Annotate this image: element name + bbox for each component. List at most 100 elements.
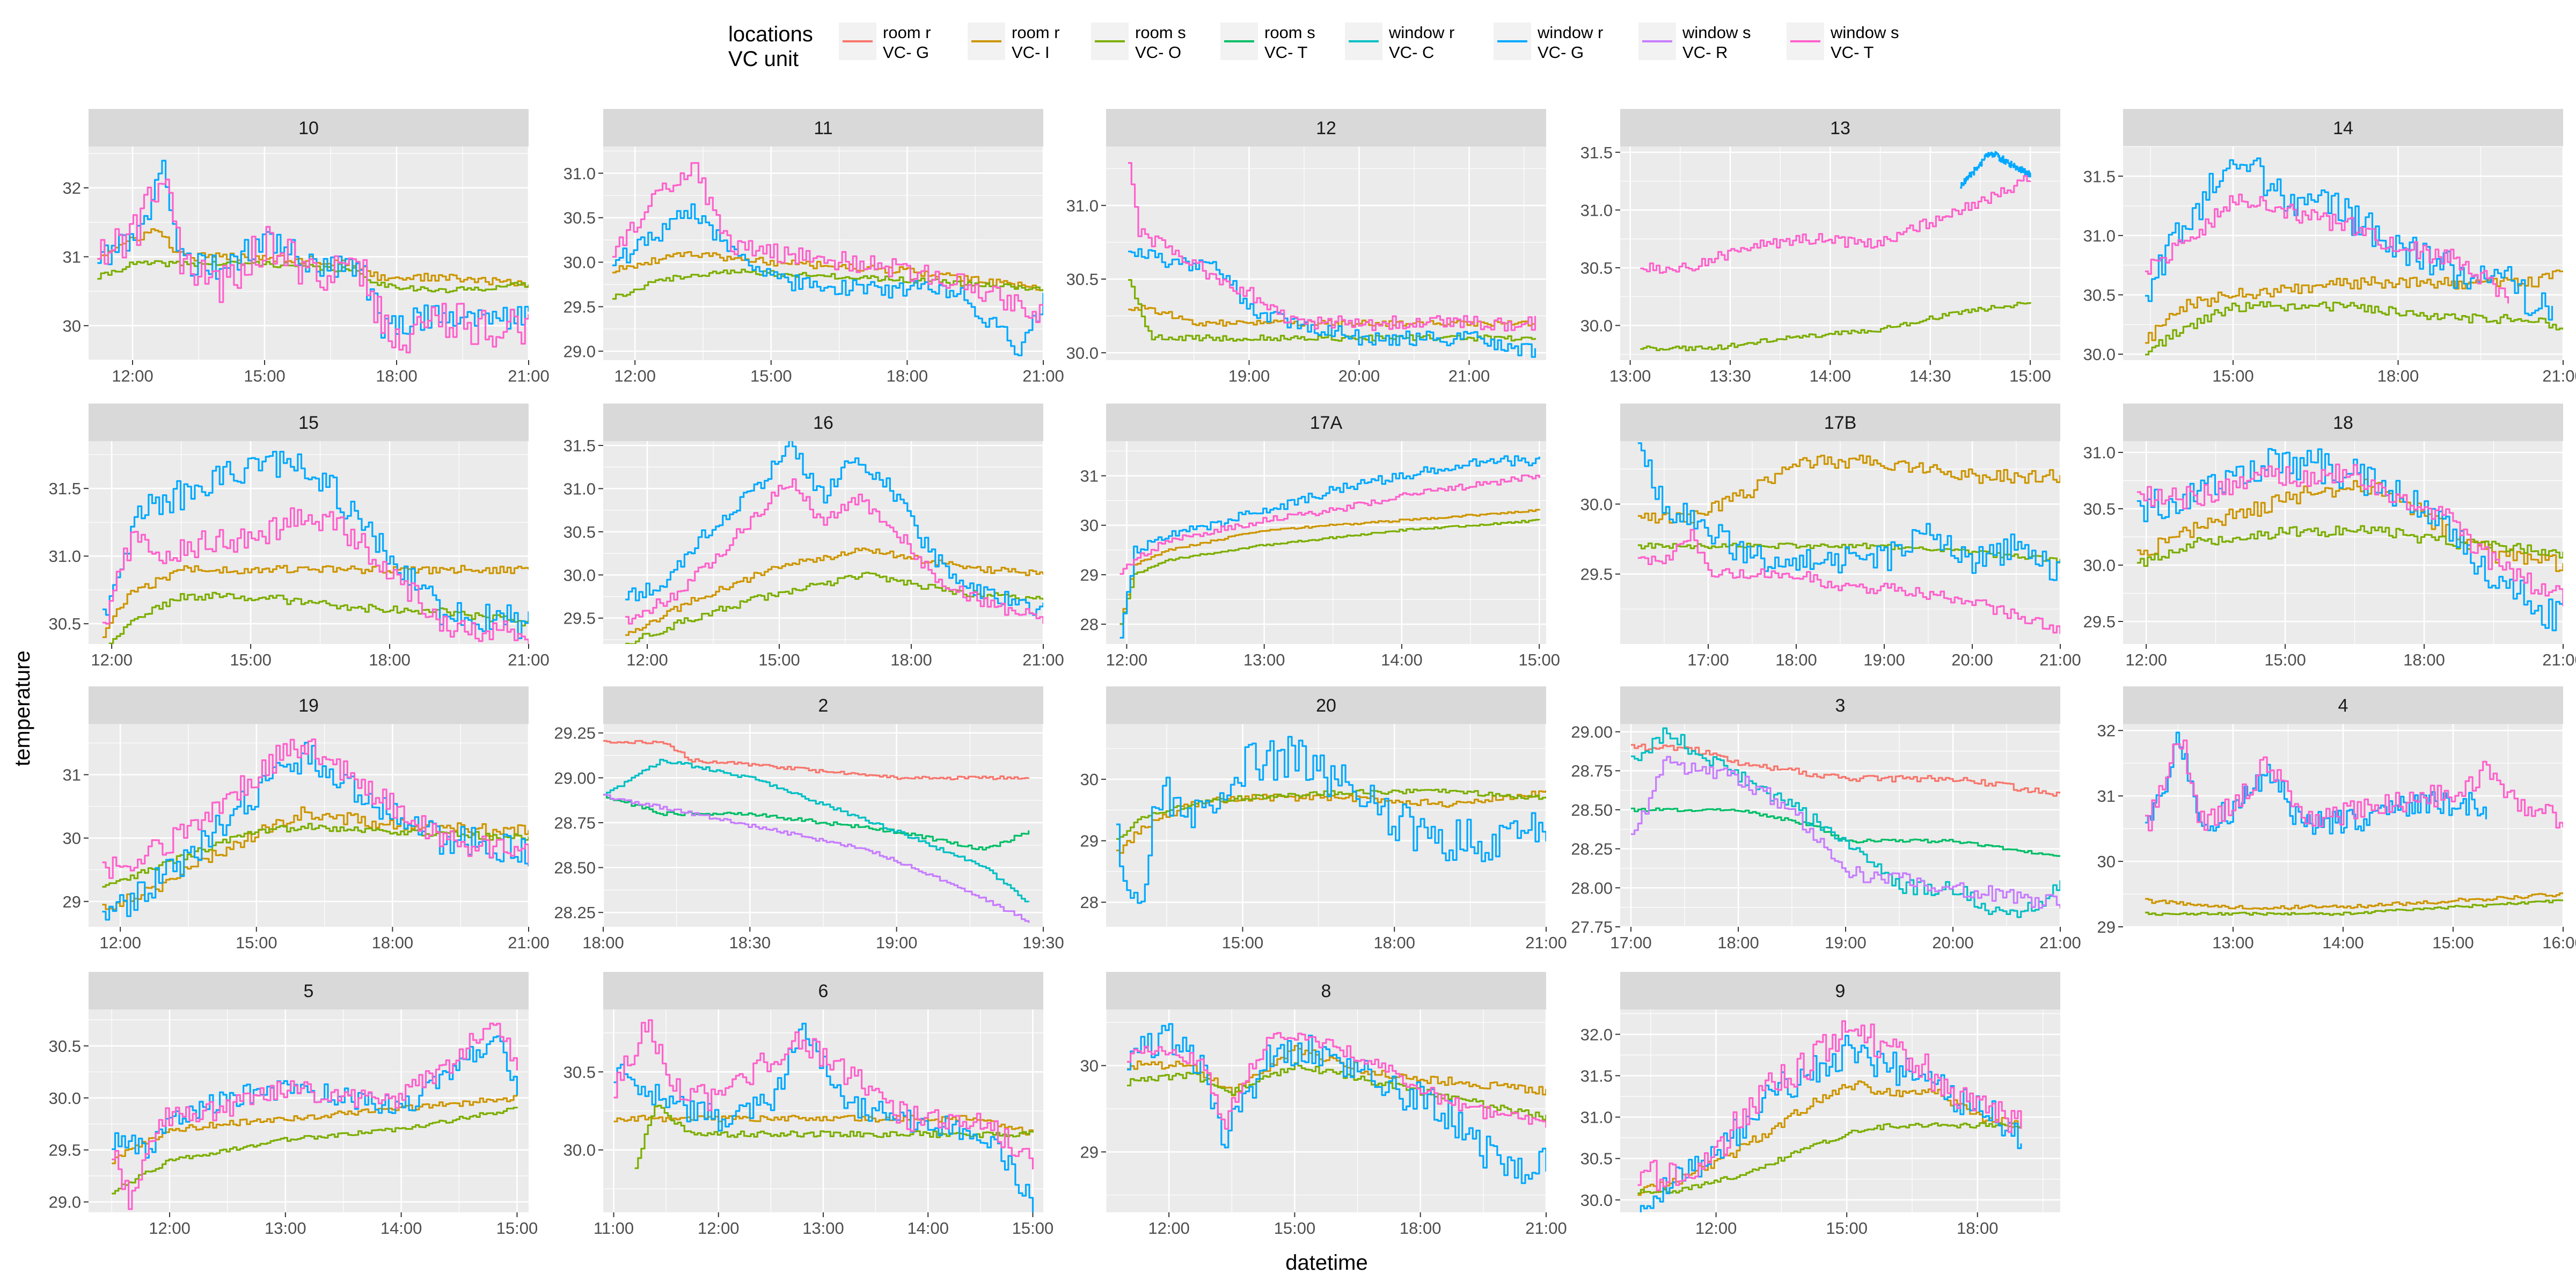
series-line bbox=[1116, 736, 1546, 904]
facet-title: 15 bbox=[298, 413, 319, 433]
series-line bbox=[2145, 892, 2563, 910]
y-tick-label: 29.00 bbox=[554, 769, 596, 787]
y-tick-label: 29 bbox=[1080, 1143, 1099, 1161]
x-tick-label: 14:00 bbox=[1381, 650, 1423, 669]
series-line bbox=[2145, 157, 2553, 321]
facet-strip bbox=[1620, 972, 2060, 1009]
series-line bbox=[1631, 756, 2060, 909]
series-line bbox=[2136, 463, 2563, 606]
x-tick-label: 18:00 bbox=[582, 933, 624, 952]
x-tick-label: 14:00 bbox=[380, 1219, 422, 1238]
x-tick-label: 18:00 bbox=[1775, 650, 1817, 669]
y-tick-label: 31.5 bbox=[49, 479, 81, 498]
y-tick-label: 30.5 bbox=[2083, 500, 2116, 518]
series-line bbox=[1637, 454, 2060, 524]
y-tick-label: 31.5 bbox=[1580, 143, 1613, 162]
gridlines bbox=[1620, 724, 2061, 928]
y-tick-label: 30 bbox=[1080, 770, 1099, 789]
series-line bbox=[102, 565, 529, 639]
facet-title: 14 bbox=[2333, 118, 2353, 138]
x-tick-label: 12:00 bbox=[626, 650, 668, 669]
facet-strip bbox=[89, 404, 529, 441]
y-tick-label: 30.0 bbox=[564, 566, 596, 584]
series-group bbox=[1637, 442, 2060, 634]
x-tick-label: 12:00 bbox=[149, 1219, 191, 1238]
series-line bbox=[1640, 175, 2031, 274]
legend-label: window r VC- G bbox=[1537, 23, 1603, 62]
y-tick-label: 31 bbox=[1080, 467, 1099, 486]
x-tick-label: 21:00 bbox=[508, 367, 550, 385]
x-tick-label: 12:00 bbox=[99, 933, 141, 952]
x-tick-label: 21:00 bbox=[1525, 1219, 1567, 1238]
x-tick-label: 15:00 bbox=[758, 650, 800, 669]
series-group bbox=[625, 441, 1043, 644]
y-tick-label: 31.0 bbox=[1066, 196, 1099, 215]
series-line bbox=[1637, 542, 2060, 564]
x-tick-label: 14:00 bbox=[907, 1219, 949, 1238]
y-tick-label: 28.75 bbox=[554, 814, 596, 832]
x-tick-label: 16:00 bbox=[2542, 933, 2576, 952]
x-tick-label: 11:00 bbox=[594, 1219, 634, 1238]
y-tick-label: 28.25 bbox=[554, 903, 596, 922]
x-tick-label: 12:00 bbox=[2125, 650, 2167, 669]
y-tick-label: 30.0 bbox=[49, 1089, 81, 1108]
legend-label: window s VC- R bbox=[1682, 23, 1751, 62]
x-tick-label: 12:00 bbox=[698, 1219, 740, 1238]
y-tick-label: 31.5 bbox=[1580, 1066, 1613, 1085]
legend-entry: window r VC- C bbox=[1345, 23, 1454, 62]
series-line bbox=[1119, 518, 1540, 625]
y-tick-label: 28 bbox=[1080, 615, 1099, 634]
y-tick-label: 30 bbox=[1080, 516, 1099, 535]
series-line bbox=[97, 178, 529, 354]
x-tick-label: 21:00 bbox=[1525, 933, 1567, 952]
series-group bbox=[102, 450, 529, 644]
series-line bbox=[612, 251, 1043, 291]
y-tick-label: 28.75 bbox=[1571, 762, 1613, 780]
x-tick-label: 21:00 bbox=[2542, 650, 2576, 669]
x-tick-label: 20:00 bbox=[1932, 933, 1974, 952]
series-line bbox=[625, 547, 1043, 636]
series-line bbox=[603, 794, 1030, 851]
series-group bbox=[1116, 736, 1546, 904]
x-tick-label: 15:00 bbox=[1012, 1219, 1054, 1238]
gridlines bbox=[1106, 1009, 1547, 1212]
facet-panel: 8 12:00 15:00 18:00 21:00 29 30 bbox=[1080, 972, 1567, 1238]
x-tick-label: 15:00 bbox=[236, 933, 277, 952]
plot-panel bbox=[603, 147, 1043, 360]
x-tick-label: 15:00 bbox=[496, 1219, 538, 1238]
facet-strip bbox=[1620, 686, 2060, 724]
x-tick-label: 13:00 bbox=[2212, 933, 2254, 952]
x-tick-label: 12:00 bbox=[1695, 1219, 1737, 1238]
legend-title: locations VC unit bbox=[728, 23, 813, 71]
y-tick-label: 31 bbox=[63, 247, 81, 266]
legend-entry: window r VC- G bbox=[1494, 23, 1603, 62]
x-axis-label: datetime bbox=[1285, 1251, 1367, 1275]
series-group bbox=[1127, 1023, 1546, 1184]
facet-title: 3 bbox=[1835, 696, 1846, 716]
facet-panel: 15 12:00 15:00 18:00 21:00 30.5 31.0 31.5 bbox=[49, 404, 550, 669]
plot-panel bbox=[1620, 147, 2060, 360]
x-tick-label: 18:00 bbox=[887, 367, 928, 385]
facet-title: 11 bbox=[814, 118, 832, 138]
x-tick-label: 15:00 bbox=[1826, 1219, 1868, 1238]
series-group bbox=[1128, 162, 1536, 358]
y-tick-label: 30.5 bbox=[564, 523, 596, 541]
series-line bbox=[634, 1104, 1034, 1169]
y-tick-label: 30.0 bbox=[564, 1141, 596, 1160]
legend-label: room s VC- O bbox=[1135, 23, 1186, 62]
plot-panel bbox=[2123, 147, 2563, 360]
series-line bbox=[1960, 151, 2031, 189]
facet-panel: 3 17:00 18:00 19:00 20:00 21:00 27.75 28.00 28.2… bbox=[1571, 686, 2081, 952]
series-line bbox=[625, 478, 1043, 625]
facet-panel: 16 12:00 15:00 18:00 21:00 29.5 30.0 30.5 31.0 31… bbox=[564, 404, 1064, 669]
facet-strip bbox=[603, 404, 1043, 441]
x-tick-label: 15:00 bbox=[1222, 933, 1264, 952]
facet-panel: 10 12:00 15:00 18:00 21:00 30 31 32 bbox=[63, 109, 550, 385]
series-line bbox=[102, 738, 529, 879]
facet-panel: 12 19:00 20:00 21:00 30.0 30.5 31.0 bbox=[1066, 109, 1546, 385]
series-line bbox=[613, 1115, 1034, 1136]
series-line bbox=[2145, 301, 2563, 356]
x-tick-label: 21:00 bbox=[1448, 367, 1490, 385]
facet-strip bbox=[603, 109, 1043, 147]
